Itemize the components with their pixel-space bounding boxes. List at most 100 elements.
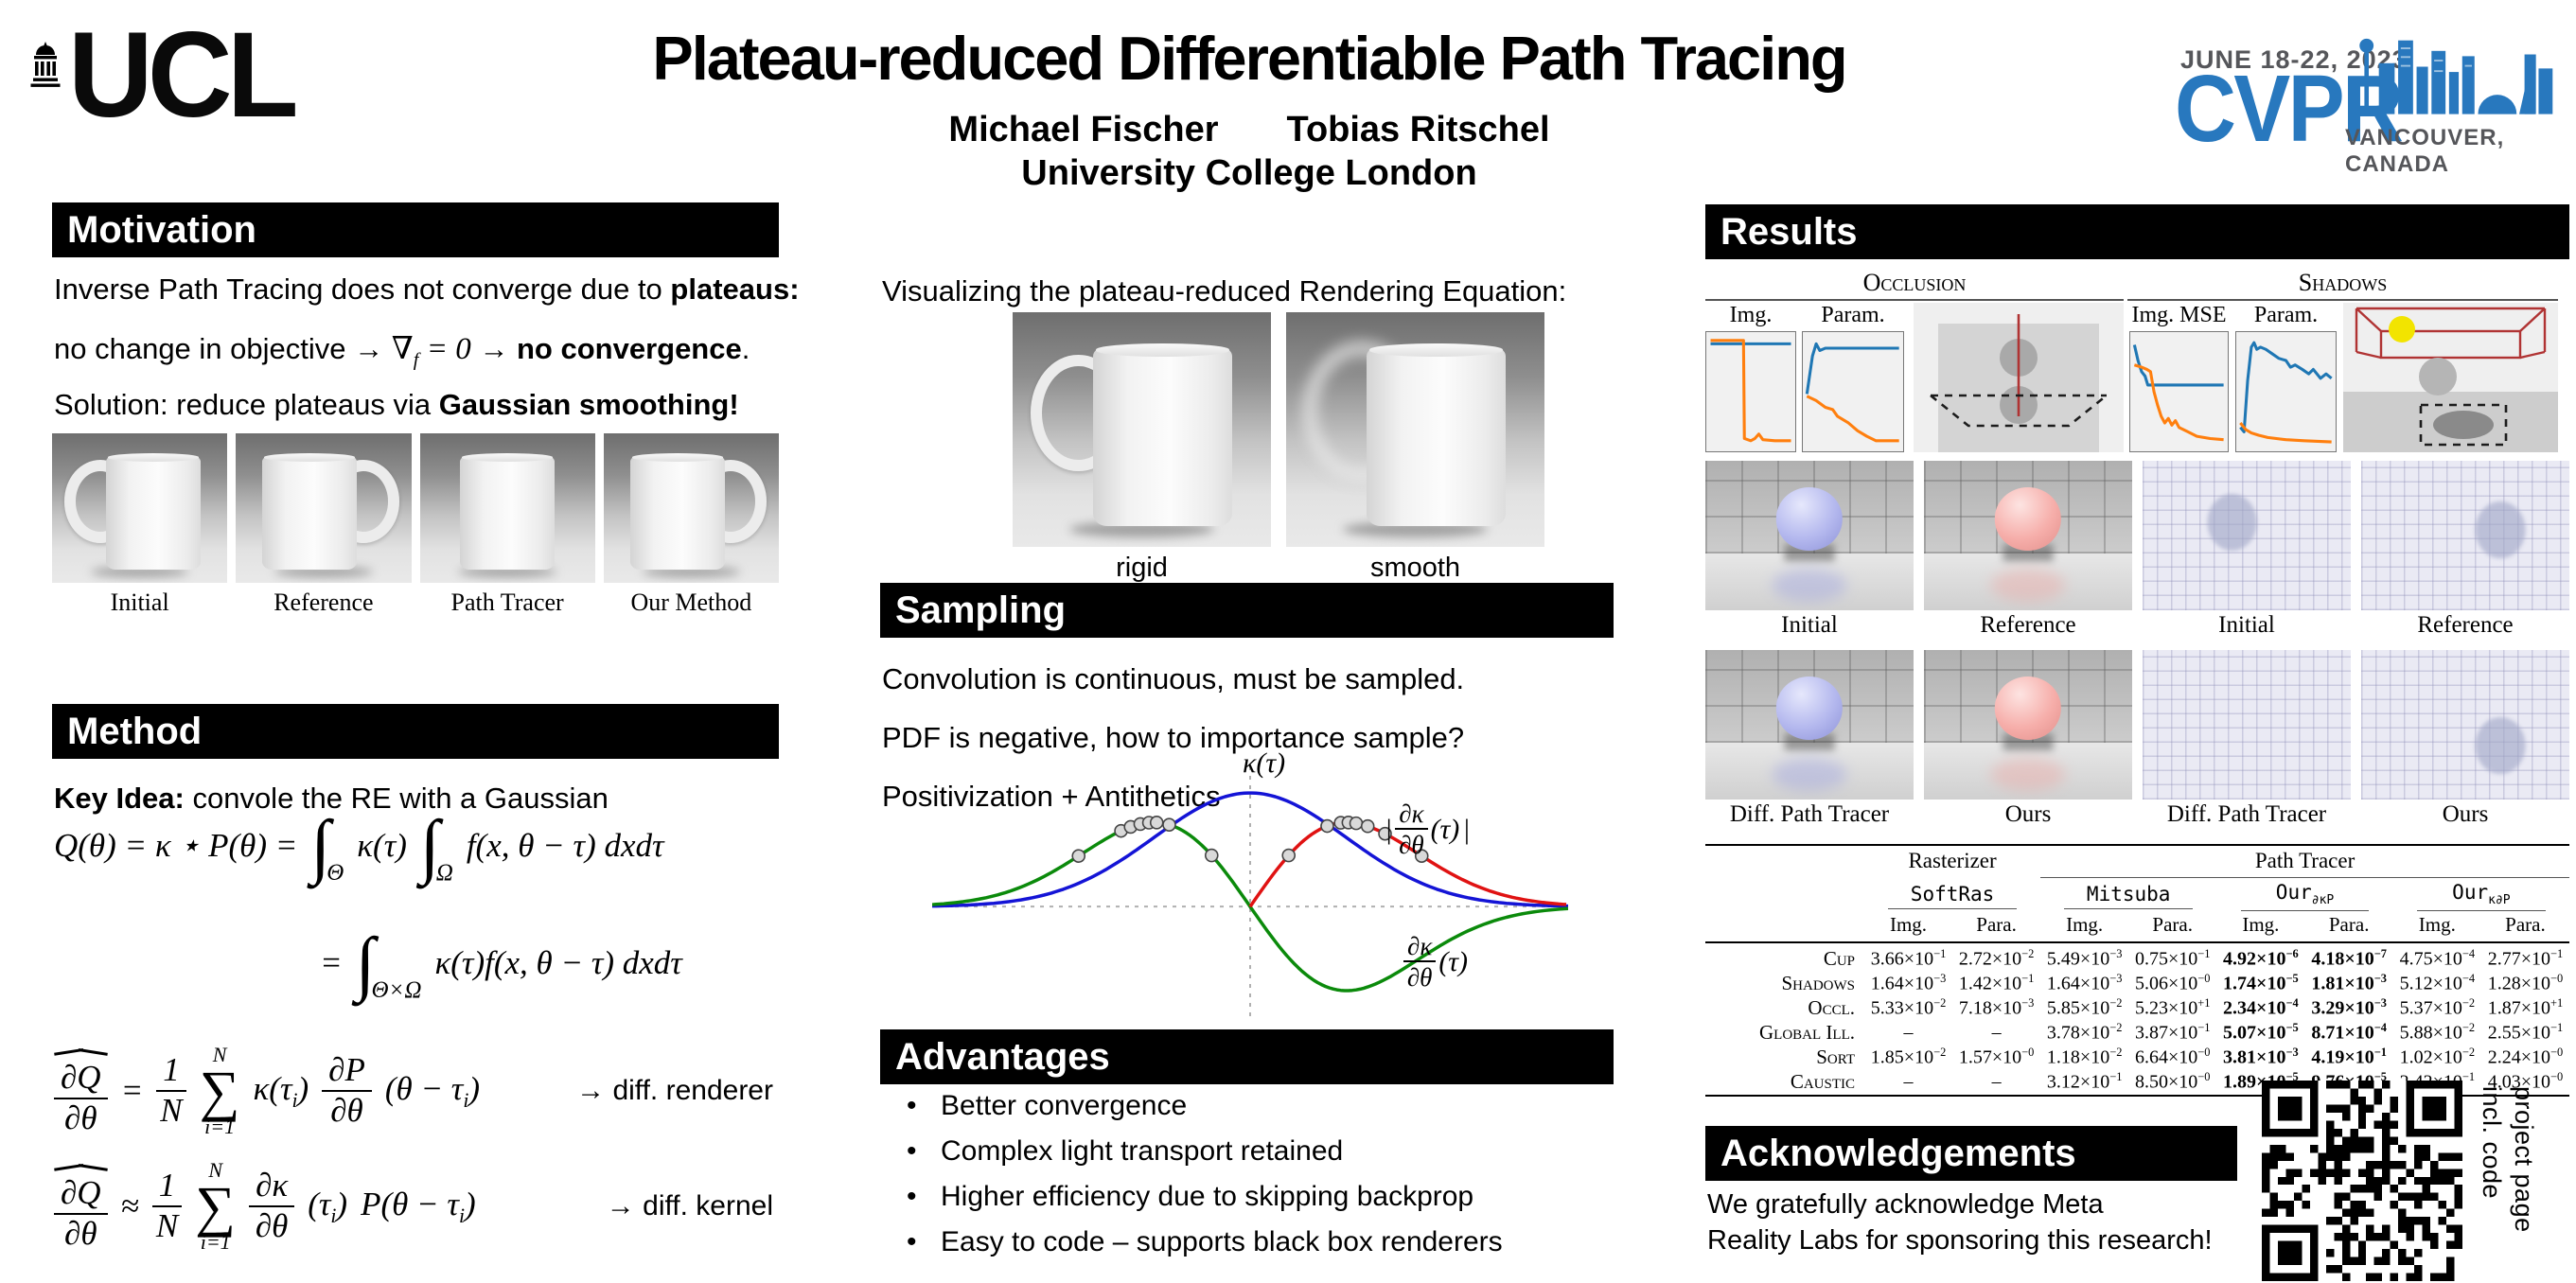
- mug-shadow-ellipse: [90, 566, 189, 577]
- table-value: 1.85×10−2: [1870, 1046, 1947, 1069]
- ball-shadow: [1784, 733, 1835, 750]
- sampling-text-line-2: PDF is negative, how to importance sampl…: [882, 721, 1465, 754]
- table-subcolumn-header: Para.: [1976, 913, 2017, 937]
- advantage-item: Higher efficiency due to skipping backpr…: [899, 1181, 1609, 1213]
- ball: [1775, 487, 1844, 551]
- table-value: 1.42×10−1: [1958, 972, 2035, 995]
- tile-label: Initial: [1781, 612, 1838, 638]
- table-value: –: [1903, 1022, 1914, 1044]
- table-value: 3.12×10−1: [2046, 1070, 2123, 1094]
- mug-image: [603, 433, 779, 583]
- mug-figure: rigid: [1013, 312, 1271, 584]
- table-value: 4.92×10−6: [2216, 941, 2305, 973]
- mug-figure: Initial: [52, 433, 228, 617]
- result-image-reference: [1924, 461, 2132, 610]
- ball: [1994, 677, 2062, 740]
- tile-label: Reference: [1980, 612, 2076, 638]
- table-row-label: Cup: [1705, 941, 1864, 973]
- advantages-list: Better convergence Complex light transpor…: [899, 1090, 1609, 1272]
- mug-image: [1286, 312, 1544, 547]
- table-value: 6.64×10−0: [2134, 1046, 2211, 1069]
- image-grid-cell: Ours: [1924, 650, 2132, 830]
- tile-label: Ours: [2004, 801, 2052, 827]
- shadows-param-svg: [2239, 341, 2333, 444]
- table-value: 1.28×10−0: [2487, 972, 2564, 995]
- image-grid-cell: Initial: [2143, 461, 2351, 641]
- result-image-initial: [2143, 461, 2351, 610]
- ball-shadow: [1784, 544, 1835, 561]
- table-value: 4.18×10−7: [2304, 941, 2393, 973]
- advantage-item: Better convergence: [899, 1090, 1609, 1122]
- ball-reflection: [1772, 568, 1847, 602]
- table-subcolumn-header: Img.: [2242, 913, 2280, 937]
- group-title-shadows: Shadows: [2127, 269, 2558, 301]
- table-group-rasterizer: Rasterizer: [1908, 849, 1997, 873]
- table-value: 1.81×10−3: [2311, 972, 2387, 995]
- result-image-reference: [2361, 461, 2569, 610]
- table-group-path-tracer: Path Tracer: [2040, 845, 2569, 878]
- table-value: 4.75×10−4: [2392, 941, 2481, 973]
- abs-derivative-curve-label: | ∂κ ∂θ (τ) |: [1385, 800, 1471, 860]
- table-value: 7.18×10−3: [1958, 996, 2035, 1020]
- room-floor: [1924, 553, 2132, 610]
- table-method-header: Mitsuba: [2040, 878, 2216, 912]
- table-value: 2.34×10−4: [2223, 996, 2299, 1020]
- mug-figure: smooth: [1286, 312, 1544, 584]
- mug-image: [1013, 312, 1271, 547]
- derivative-curve-label: ∂κ ∂θ (τ): [1403, 933, 1468, 992]
- cvpr-logo: JUNE 18-22, 2023 CVPR VANCOUVER, CANADA: [2167, 19, 2569, 177]
- shadows-param-mse-plot: [2235, 331, 2337, 452]
- table-value: –: [1991, 1022, 2002, 1044]
- tile-label: Reference: [2417, 612, 2514, 638]
- ball: [1775, 677, 1844, 740]
- result-image-ours: [1924, 650, 2132, 800]
- occlusion-scene-diagram: [1914, 303, 2124, 452]
- table-value: 1.87×10+1: [2487, 996, 2564, 1020]
- ball-reflection: [1990, 568, 2066, 602]
- ball-reflection: [1772, 757, 1847, 791]
- mug-body: [1092, 343, 1233, 526]
- table-value: 5.85×10−2: [2046, 996, 2123, 1020]
- table-method-header: Ourκ∂P: [2393, 878, 2569, 912]
- tile-label: Initial: [2218, 612, 2275, 638]
- table-row: Occl. 5.33×10−2 7.18×10−3 5.85×10−2 5.23×10+…: [1705, 996, 2569, 1021]
- ball-shadow: [2003, 544, 2054, 561]
- results-table-element: Rasterizer Path Tracer SoftRas Mitsuba Our∂κ…: [1705, 844, 2569, 1098]
- authors: Michael Fischer Tobias Ritschel: [948, 110, 1549, 150]
- figure-label: Initial: [110, 589, 169, 616]
- image-grid-cell: Reference: [1924, 461, 2132, 641]
- table-value: 5.07×10−5: [2223, 1021, 2299, 1045]
- cvpr-location: VANCOUVER, CANADA: [2345, 125, 2505, 177]
- mug-body: [262, 453, 358, 570]
- key-idea: Key Idea: convole the RE with a Gaussian: [54, 782, 609, 815]
- motivation-text-line-3: Solution: reduce plateaus via Gaussian s…: [54, 388, 739, 421]
- author-name: Michael Fischer: [948, 110, 1219, 149]
- qr-code: [2262, 1081, 2462, 1281]
- table-row: Cup 3.66×10−1 2.72×10−2 5.49×10−3 0.75×10−1 4…: [1705, 941, 2569, 973]
- table-value: 3.78×10−2: [2046, 1021, 2123, 1045]
- results-group-shadows: Shadows Img. MSE Param. MSE: [2127, 269, 2558, 454]
- mug-shadow-ellipse: [642, 566, 741, 577]
- method-section-header: Method: [52, 704, 779, 759]
- mse-plot-title: Img. MSE: [2131, 303, 2227, 327]
- shadow-ellipse: [2207, 493, 2257, 551]
- figure-label: Our Method: [630, 589, 752, 616]
- advantage-item: Easy to code – supports black box render…: [899, 1226, 1609, 1258]
- room-floor: [1924, 742, 2132, 800]
- image-grid-cell: Diff. Path Tracer: [2143, 650, 2351, 830]
- table-subcolumn-header: Img.: [2066, 913, 2104, 937]
- kappa-curve-label: κ(τ): [1243, 747, 1286, 779]
- table-value: 4.19×10−1: [2311, 1046, 2387, 1069]
- table-value: –: [1903, 1071, 1914, 1093]
- table-value: 1.57×10−0: [1958, 1046, 2035, 1069]
- mug-shadow-ellipse: [458, 566, 556, 577]
- table-value: 1.64×10−3: [2046, 972, 2123, 995]
- table-value: 5.12×10−4: [2399, 972, 2476, 995]
- motivation-text-line-1: Inverse Path Tracing does not converge d…: [54, 272, 800, 306]
- results-image-grid: Initial Reference Initial Reference Diff. Pa…: [1705, 461, 2569, 830]
- acknowledgements-section-header: Acknowledgements: [1705, 1126, 2237, 1181]
- motivation-section-header: Motivation: [52, 202, 779, 257]
- vancouver-skyline-icon: [2359, 38, 2553, 114]
- table-value: 2.55×10−1: [2487, 1021, 2564, 1045]
